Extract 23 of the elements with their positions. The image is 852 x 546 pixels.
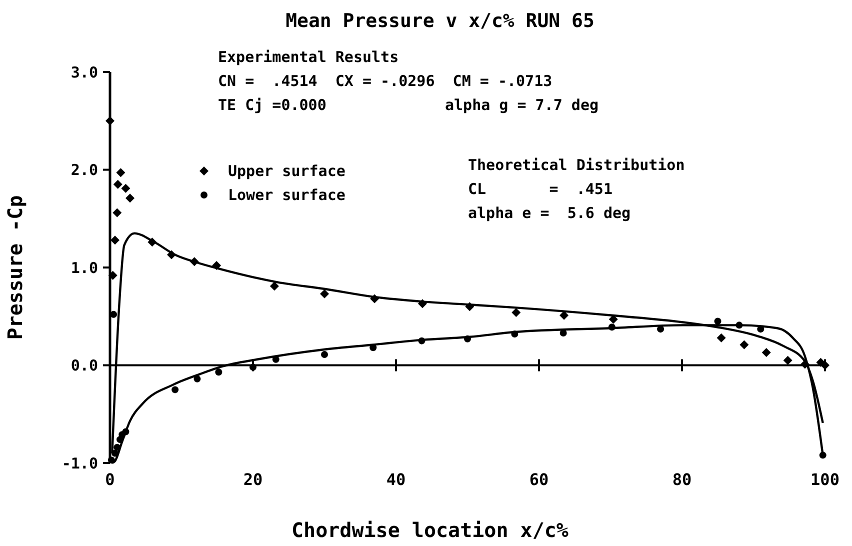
y-axis-title: Pressure -Cp [3, 195, 27, 340]
y-tick-label: 0.0 [70, 356, 98, 374]
x-tick-label: 0 [105, 470, 115, 489]
x-tick-label: 40 [386, 470, 406, 489]
annotation: TE Cj =0.000 [218, 96, 326, 114]
x-axis-title: Chordwise location x/c% [292, 518, 568, 542]
x-tick-label: 60 [529, 470, 549, 489]
y-tick-label: -1.0 [62, 454, 98, 472]
text: Experimental Results [218, 48, 399, 66]
annotation: CL = .451 [468, 180, 612, 198]
x-tick-label: 80 [672, 470, 692, 489]
x-tick-label: 20 [243, 470, 263, 489]
legend-label: Lower surface [228, 186, 346, 204]
y-tick-label: 1.0 [70, 258, 98, 277]
chart-title: Mean Pressure v x/c% RUN 65 [286, 10, 594, 32]
annotation: CN = .4514 CX = -.0296 CM = -.0713 [218, 72, 552, 90]
annotation: Theoretical Distribution [468, 156, 685, 174]
x-tick-label: 100 [810, 470, 840, 489]
annotation: alpha g = 7.7 deg [445, 96, 599, 114]
legend-label: Upper surface [228, 162, 346, 180]
y-tick-label: 2.0 [70, 161, 98, 179]
y-tick-label: 3.0 [70, 63, 98, 82]
annotation: alpha e = 5.6 deg [468, 204, 631, 222]
